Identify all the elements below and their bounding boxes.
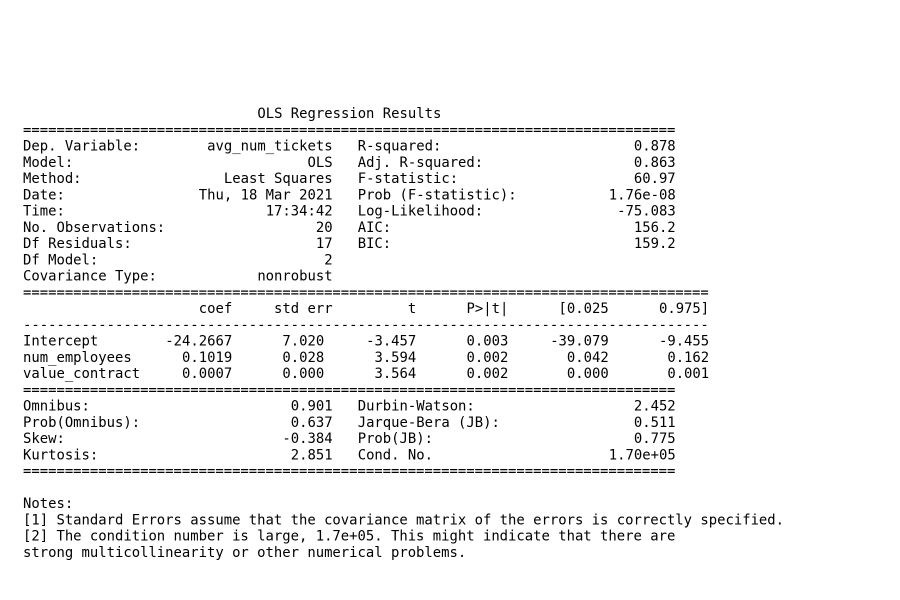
summary-value: avg_num_tickets [207, 139, 332, 155]
summary-value: 0.863 [634, 155, 676, 171]
cell: 0.028 [282, 350, 324, 366]
summary-value: 1.76e-08 [609, 187, 676, 203]
rule: ========================================… [23, 382, 675, 398]
cell: -39.079 [550, 334, 609, 350]
summary-value: 60.97 [634, 171, 676, 187]
summary-label: Time: [23, 204, 65, 220]
summary-label: Model: [23, 155, 73, 171]
diagnostic-label: Omnibus: [23, 399, 90, 415]
cell: 0.001 [667, 366, 709, 382]
diagnostic-label: Prob(Omnibus): [23, 415, 140, 431]
summary-label: Df Residuals: [23, 236, 132, 252]
summary-label: Log-Likelihood: [358, 204, 483, 220]
cell: 3.594 [374, 350, 416, 366]
cell: 0.002 [467, 350, 509, 366]
diagnostic-label: Cond. No. [358, 447, 433, 463]
column-header: [0.025 [559, 301, 609, 317]
diagnostic-label: Jarque-Bera (JB): [358, 415, 500, 431]
column-header: t [408, 301, 416, 317]
cell: 0.002 [467, 366, 509, 382]
note: [1] Standard Errors assume that the cova… [23, 512, 784, 528]
summary-value: 17:34:42 [266, 204, 333, 220]
cell: 3.564 [374, 366, 416, 382]
summary-label: Df Model: [23, 252, 98, 268]
note: [2] The condition number is large, 1.7e+… [23, 529, 675, 545]
summary-value: 156.2 [634, 220, 676, 236]
diagnostic-label: Durbin-Watson: [358, 399, 475, 415]
row-label: num_employees [23, 350, 132, 366]
diagnostic-value: 0.511 [634, 415, 676, 431]
cell: 0.162 [667, 350, 709, 366]
diagnostic-value: 0.901 [291, 399, 333, 415]
summary-value: Least Squares [224, 171, 333, 187]
cell: -3.457 [366, 334, 416, 350]
summary-label: Dep. Variable: [23, 139, 140, 155]
diagnostic-label: Prob(JB): [358, 431, 433, 447]
summary-label: AIC: [358, 220, 391, 236]
title: OLS Regression Results [257, 106, 441, 122]
column-header: std err [274, 301, 333, 317]
rule: ========================================… [23, 285, 709, 301]
summary-label: F-statistic: [358, 171, 458, 187]
summary-label: Method: [23, 171, 82, 187]
rule: ========================================… [23, 122, 675, 138]
diagnostic-label: Skew: [23, 431, 65, 447]
summary-label: Adj. R-squared: [358, 155, 483, 171]
notes-heading: Notes: [23, 496, 73, 512]
row-label: value_contract [23, 366, 140, 382]
rule: ========================================… [23, 464, 675, 480]
summary-value: -75.083 [617, 204, 676, 220]
summary-value: 159.2 [634, 236, 676, 252]
summary-label: Date: [23, 187, 65, 203]
diagnostic-value: -0.384 [282, 431, 332, 447]
diagnostic-value: 0.775 [634, 431, 676, 447]
summary-label: Covariance Type: [23, 269, 157, 285]
cell: 0.042 [567, 350, 609, 366]
rule: ----------------------------------------… [23, 317, 709, 333]
cell: 7.020 [282, 334, 324, 350]
diagnostic-value: 2.851 [291, 447, 333, 463]
cell: -9.455 [659, 334, 709, 350]
row-label: Intercept [23, 334, 98, 350]
summary-value: 20 [316, 220, 333, 236]
cell: 0.003 [467, 334, 509, 350]
diagnostic-value: 2.452 [634, 399, 676, 415]
note: strong multicollinearity or other numeri… [23, 545, 466, 561]
summary-label: No. Observations: [23, 220, 165, 236]
cell: 0.000 [282, 366, 324, 382]
cell: 0.1019 [182, 350, 232, 366]
summary-label: Prob (F-statistic): [358, 187, 517, 203]
summary-value: 2 [324, 252, 332, 268]
column-header: 0.975] [659, 301, 709, 317]
summary-label: R-squared: [358, 139, 442, 155]
cell: 0.000 [567, 366, 609, 382]
summary-value: Thu, 18 Mar 2021 [199, 187, 333, 203]
cell: 0.0007 [182, 366, 232, 382]
column-header: coef [199, 301, 232, 317]
cell: -24.2667 [165, 334, 232, 350]
diagnostic-value: 1.70e+05 [609, 447, 676, 463]
summary-value: 0.878 [634, 139, 676, 155]
summary-value: OLS [308, 155, 333, 171]
diagnostic-value: 0.637 [291, 415, 333, 431]
diagnostic-label: Kurtosis: [23, 447, 98, 463]
summary-value: 17 [316, 236, 333, 252]
summary-label: BIC: [358, 236, 391, 252]
column-header: P>|t| [467, 301, 509, 317]
summary-value: nonrobust [257, 269, 332, 285]
